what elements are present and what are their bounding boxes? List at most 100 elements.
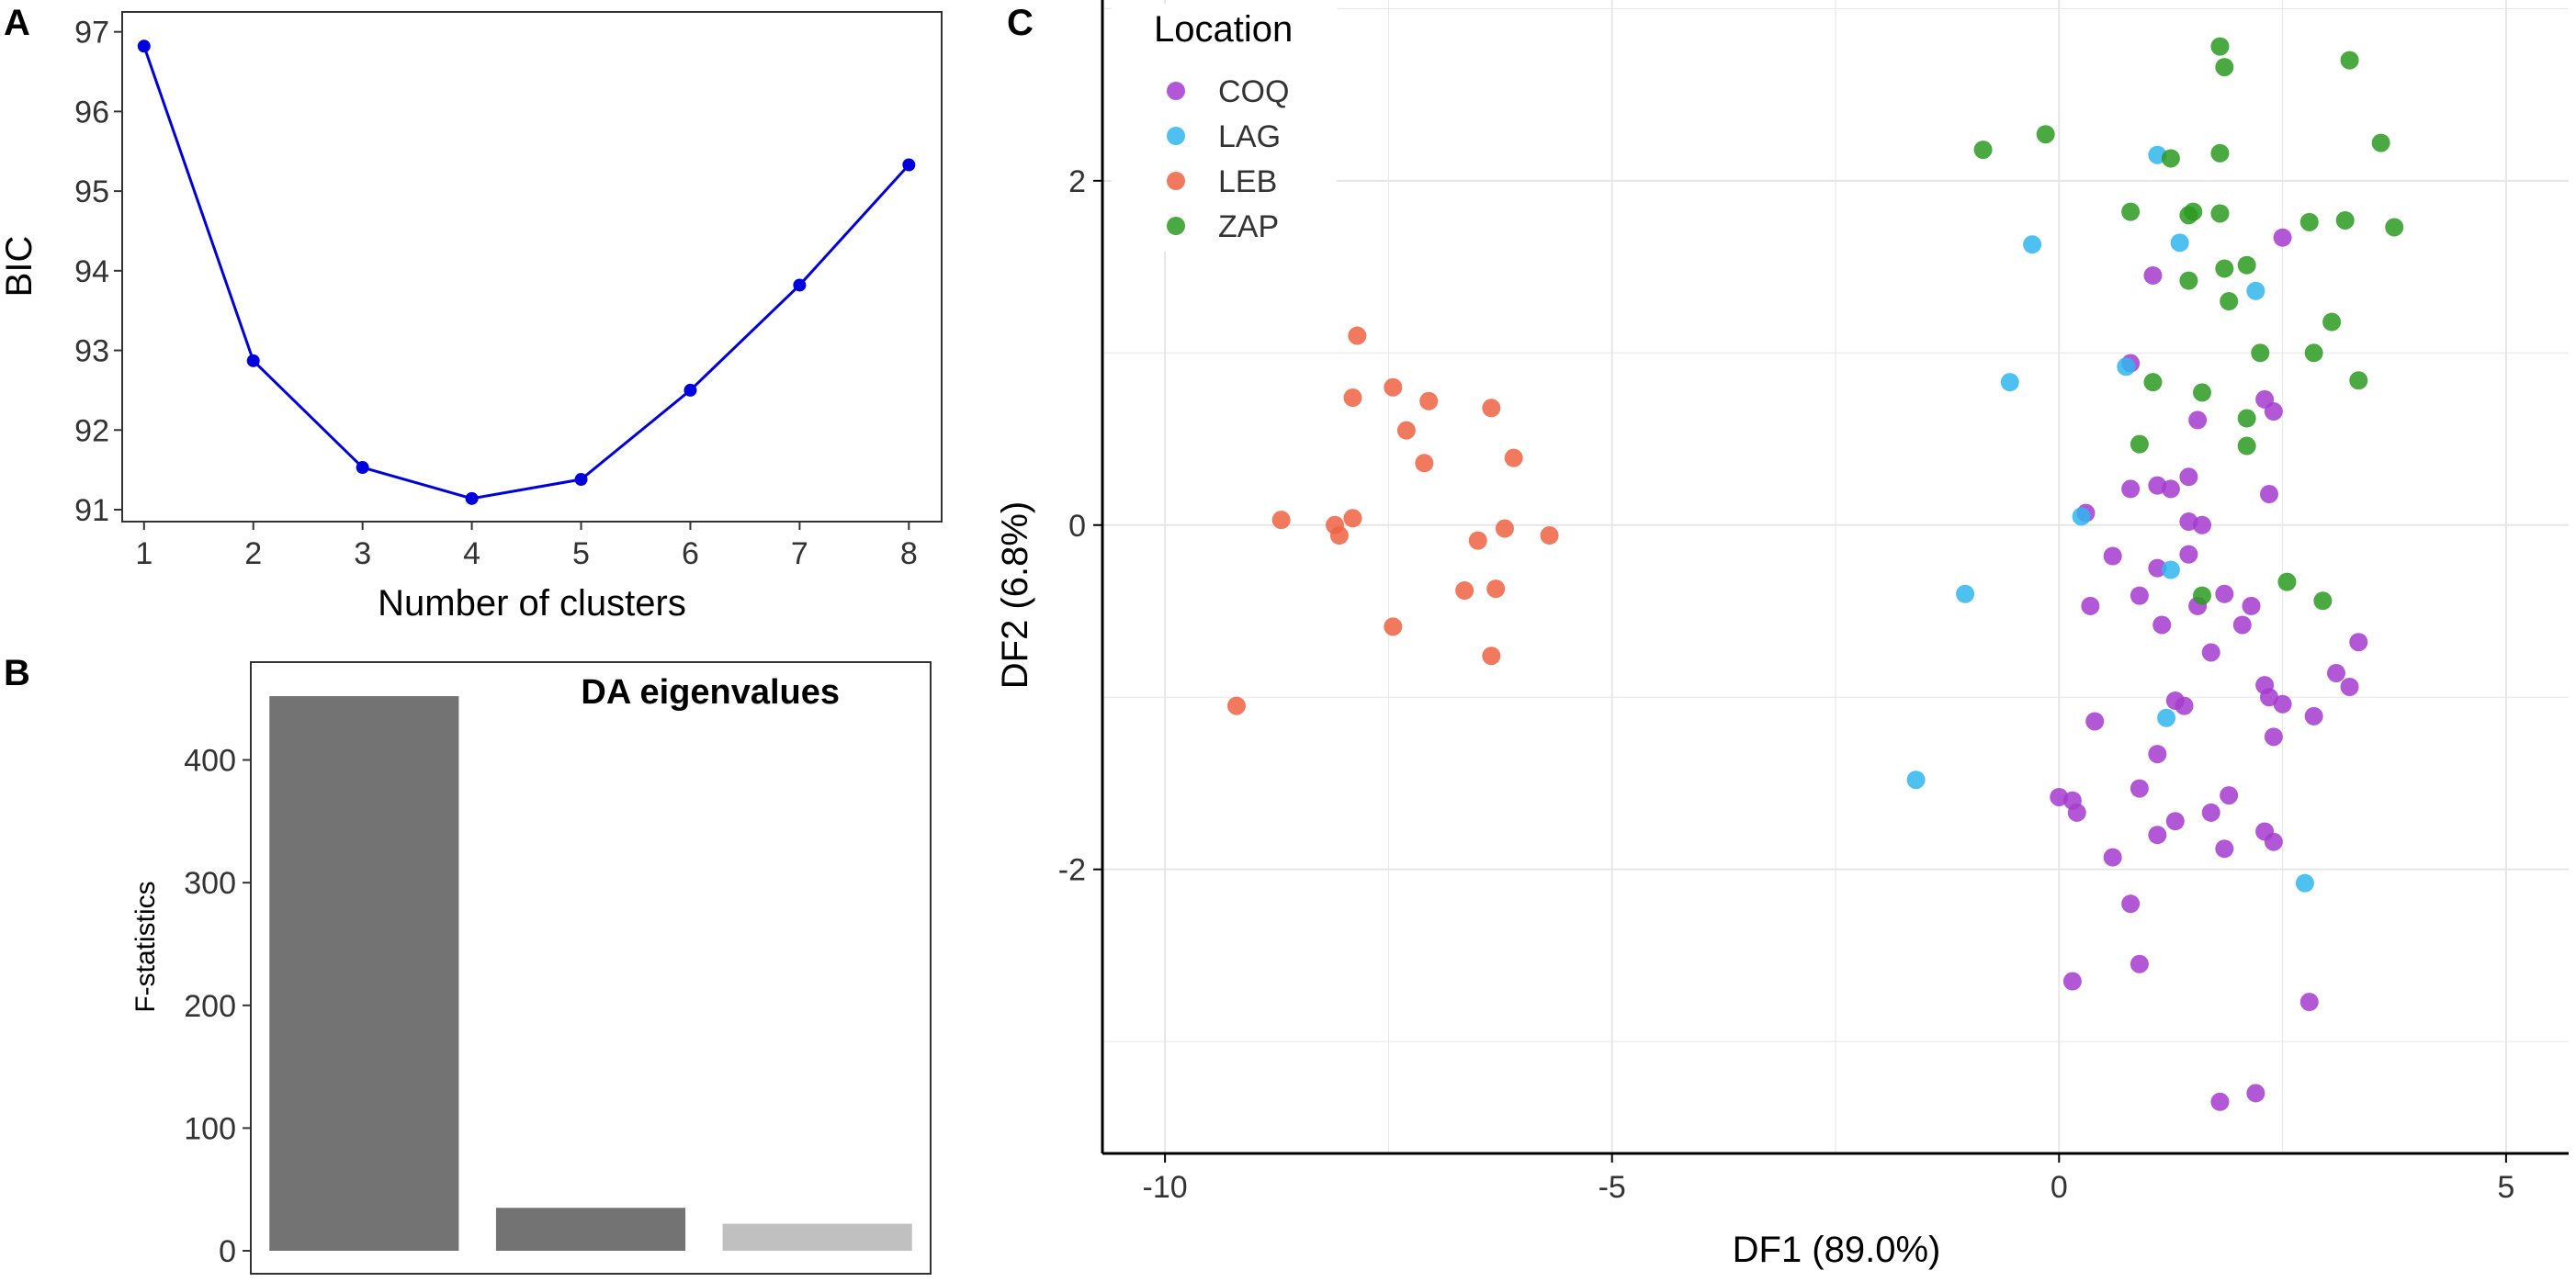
df-point-leb <box>1486 579 1506 599</box>
eigen-bars <box>269 696 912 1251</box>
df-point-zap <box>2349 371 2368 390</box>
df-point-leb <box>1384 617 1403 636</box>
df-point-lag <box>2000 373 2019 392</box>
df-x-tick-label: 5 <box>2497 1170 2514 1205</box>
bic-y-tick-label: 94 <box>74 254 109 289</box>
df-point-lag <box>1906 770 1926 790</box>
df-point-leb <box>1271 511 1291 530</box>
df-point-zap <box>2220 292 2239 311</box>
df-point-coq <box>2242 596 2261 615</box>
df-x-title: DF1 (89.0%) <box>1733 1230 1941 1270</box>
df-point-zap <box>2184 202 2203 221</box>
df-x-axis: -10 -5 0 5 <box>1143 1153 2514 1205</box>
df-x-tick-label: -5 <box>1599 1170 1626 1205</box>
df-scatter-chart: -10 -5 0 5 -2 0 2 Location COQ LAG LEB ZAP DF1 (… <box>995 0 2569 1270</box>
df-point-leb <box>1468 531 1487 550</box>
df-point-coq <box>2201 803 2220 822</box>
bic-x-tick-label: 2 <box>244 536 262 571</box>
legend-label-coq: COQ <box>1218 74 1289 109</box>
df-point-coq <box>2161 479 2180 499</box>
legend-key-lag <box>1167 127 1185 145</box>
df-point-zap <box>2210 143 2230 163</box>
df-point-leb <box>1540 526 1559 545</box>
df-point-coq <box>2103 848 2122 867</box>
df-point-coq <box>2259 485 2278 504</box>
df-y-tick-label: 2 <box>1068 164 1086 199</box>
df-point-lag <box>1956 584 1975 603</box>
bic-y-tick-label: 92 <box>74 413 109 448</box>
df-point-coq <box>2188 410 2208 430</box>
bic-x-tick-label: 3 <box>354 536 371 571</box>
eigen-y-tick-label: 200 <box>184 989 236 1024</box>
bic-y-axis: 91 92 93 94 95 96 97 <box>74 16 122 528</box>
df-point-lag <box>2170 233 2189 253</box>
bic-x-tick-label: 5 <box>572 536 590 571</box>
bic-point <box>574 473 588 487</box>
df-point-zap <box>2340 51 2359 70</box>
df-point-zap <box>2313 591 2333 611</box>
df-point-leb <box>1348 326 1367 345</box>
df-point-coq <box>2215 584 2234 603</box>
df-point-zap <box>2322 312 2342 332</box>
df-point-zap <box>2130 434 2149 454</box>
df-point-zap <box>2277 572 2297 591</box>
legend-key-coq <box>1167 82 1185 100</box>
df-point-coq <box>2201 643 2220 662</box>
bic-point <box>465 491 479 505</box>
df-point-coq <box>2246 1084 2265 1103</box>
df-point-leb <box>1226 696 1246 715</box>
df-point-zap <box>2335 210 2355 230</box>
df-point-coq <box>2085 712 2105 731</box>
df-point-zap <box>2237 436 2256 455</box>
df-point-coq <box>2130 954 2149 973</box>
bic-x-axis: 1 2 3 4 5 6 7 8 <box>135 522 918 571</box>
df-point-coq <box>2165 812 2185 831</box>
df-point-zap <box>2299 212 2319 231</box>
bic-series-line <box>142 45 910 500</box>
bic-x-tick-label: 4 <box>463 536 480 571</box>
df-point-coq <box>2130 586 2149 605</box>
bic-point <box>137 39 151 53</box>
eigen-bar <box>722 1223 912 1251</box>
bic-point <box>684 383 697 397</box>
df-x-tick-label: 0 <box>2051 1170 2068 1205</box>
df-point-zap <box>2237 255 2256 275</box>
df-point-lag <box>2157 708 2176 727</box>
df-point-coq <box>2304 706 2323 725</box>
df-point-lag <box>2295 873 2314 893</box>
df-point-leb <box>1419 391 1439 410</box>
bic-y-tick-label: 97 <box>74 16 109 51</box>
bic-points <box>137 39 916 505</box>
bic-x-title: Number of clusters <box>378 583 686 624</box>
bic-point <box>246 354 260 367</box>
df-point-coq <box>2232 615 2252 635</box>
df-point-coq <box>2121 894 2141 914</box>
df-y-axis: -2 0 2 <box>1058 164 1102 888</box>
bic-x-tick-label: 7 <box>791 536 808 571</box>
bic-x-tick-label: 1 <box>135 536 153 571</box>
location-legend: Location COQ LAG LEB ZAP <box>1112 4 1337 252</box>
df-point-coq <box>2273 228 2292 247</box>
df-point-zap <box>2193 586 2211 605</box>
df-point-lag <box>2072 507 2091 526</box>
df-point-coq <box>2326 663 2345 682</box>
df-point-zap <box>2210 37 2230 56</box>
df-point-zap <box>2251 343 2270 363</box>
df-point-coq <box>2148 826 2167 845</box>
df-point-coq <box>2179 545 2198 564</box>
df-point-coq <box>2081 596 2100 615</box>
df-point-zap <box>2121 202 2141 221</box>
legend-label-zap: ZAP <box>1218 209 1279 244</box>
df-point-zap <box>2304 343 2323 363</box>
bic-point <box>356 461 369 475</box>
bic-y-tick-label: 95 <box>74 174 109 209</box>
df-point-coq <box>2340 677 2359 696</box>
df-point-zap <box>2210 204 2230 223</box>
df-point-lag <box>2161 560 2180 579</box>
bic-x-tick-label: 8 <box>900 536 918 571</box>
df-points <box>1226 37 2404 1111</box>
df-point-zap <box>2161 149 2180 168</box>
df-y-tick-label: -2 <box>1058 853 1086 888</box>
df-point-coq <box>2193 515 2211 534</box>
